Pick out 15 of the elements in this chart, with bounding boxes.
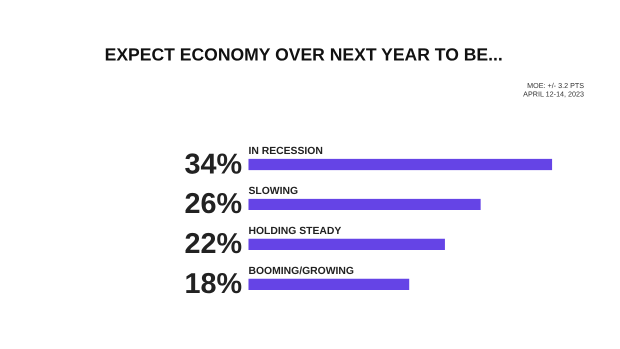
- bar: [248, 198, 481, 210]
- y-tick-label: BOOMING/GROWING: [248, 266, 354, 277]
- y-tick-label: HOLDING STEADY: [248, 226, 342, 238]
- bar: [248, 158, 552, 170]
- chart-title: EXPECT ECONOMY OVER NEXT YEAR TO BE...: [104, 44, 503, 65]
- data-label: 22%: [184, 228, 242, 260]
- bar: [248, 278, 410, 290]
- data-label: 18%: [184, 268, 242, 300]
- y-tick-label: SLOWING: [248, 186, 298, 198]
- y-tick-label: IN RECESSION: [248, 146, 323, 158]
- text: MOE: +/- 3.2 PTS: [527, 80, 584, 90]
- data-label: 26%: [184, 188, 242, 220]
- data-label: 34%: [184, 148, 242, 180]
- bar: [248, 238, 445, 250]
- text: APRIL 12-14, 2023: [523, 90, 584, 99]
